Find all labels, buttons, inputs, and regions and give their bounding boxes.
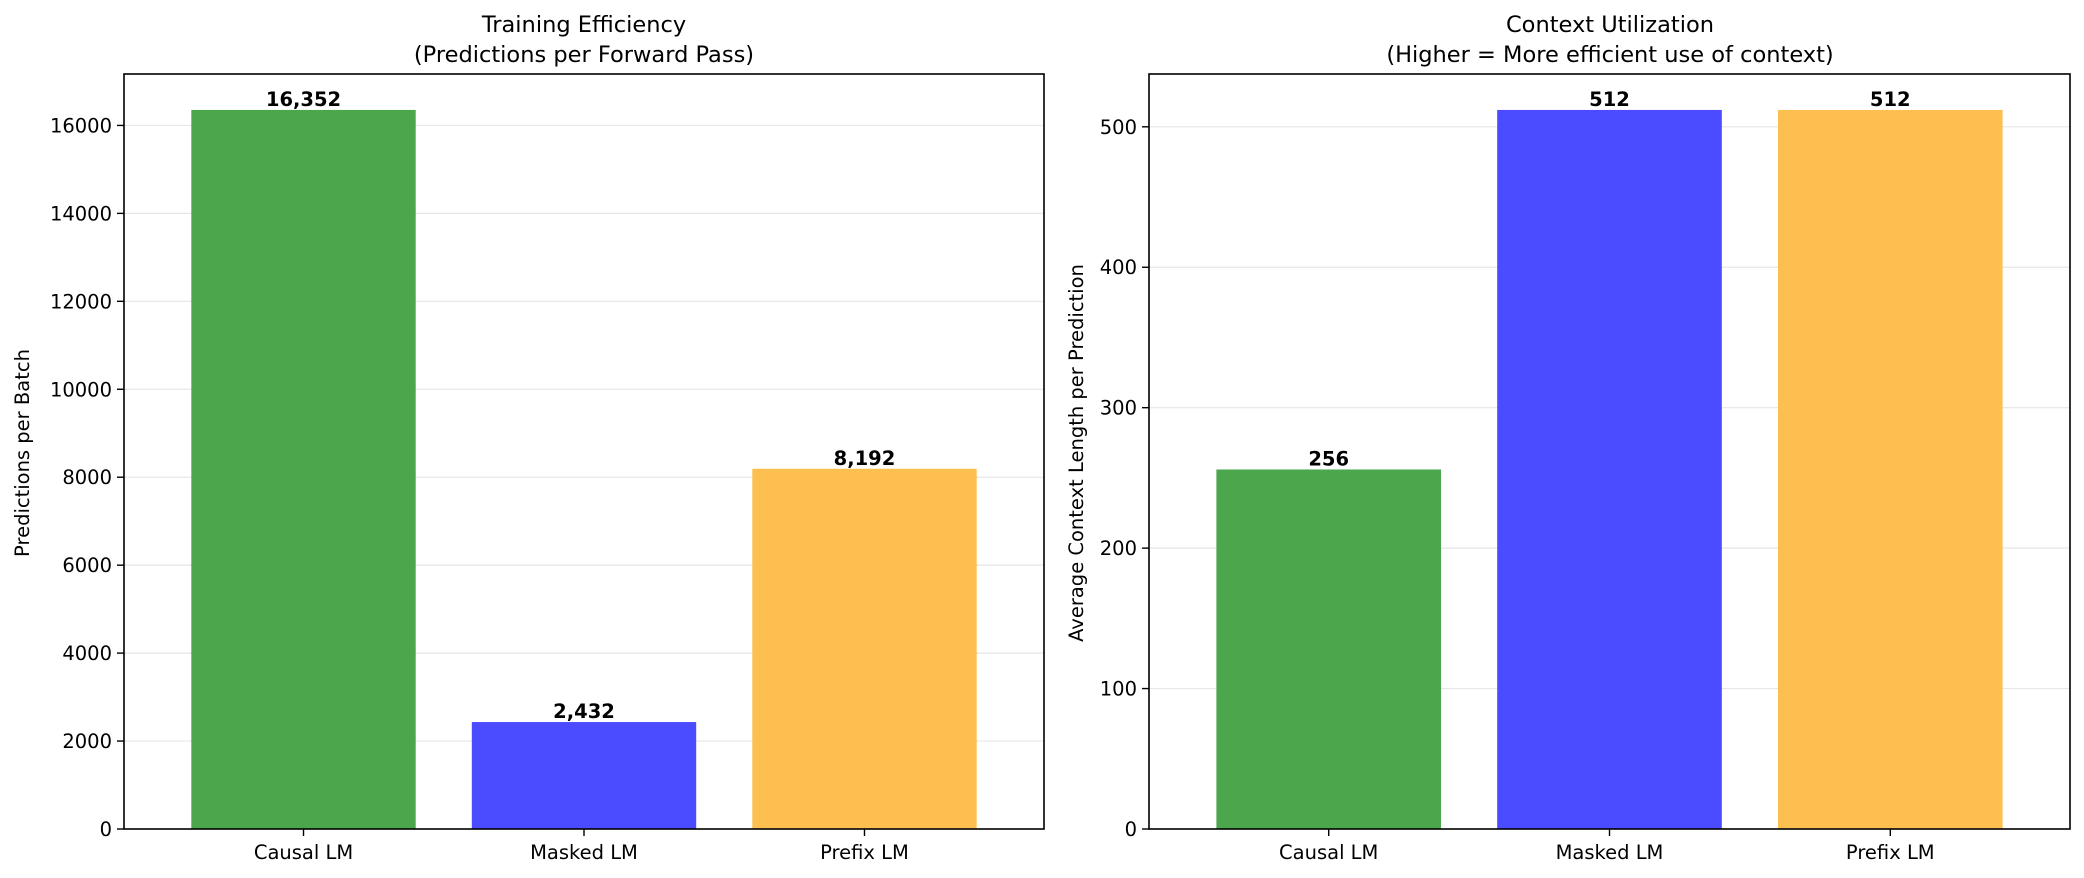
x-tick-label: Masked LM bbox=[530, 841, 638, 864]
bar-labels: 256 512 512 bbox=[1308, 88, 1910, 471]
y-tick-label: 10000 bbox=[50, 378, 112, 401]
bar-masked-lm bbox=[1497, 109, 1722, 829]
bar-value-label: 8,192 bbox=[834, 447, 896, 470]
y-tick-label: 4000 bbox=[62, 642, 112, 665]
x-tick-label: Masked LM bbox=[1556, 841, 1664, 864]
y-tick-label: 6000 bbox=[62, 554, 112, 577]
y-tick-label: 400 bbox=[1100, 256, 1137, 279]
bar-causal-lm bbox=[1216, 469, 1442, 829]
y-axis-ticks: 0 2000 4000 6000 8000 10000 12000 14000 16000 bbox=[50, 114, 124, 841]
x-axis-ticks: Causal LM Masked LM Prefix LM bbox=[254, 829, 909, 864]
y-tick-label: 12000 bbox=[50, 290, 112, 313]
x-axis-ticks: Causal LM Masked LM Prefix LM bbox=[1279, 829, 1935, 864]
bar-prefix-lm bbox=[752, 468, 977, 829]
y-axis-label: Predictions per Batch bbox=[11, 349, 34, 557]
bar-value-label: 512 bbox=[1870, 88, 1911, 111]
y-tick-label: 2000 bbox=[62, 730, 112, 753]
y-tick-label: 0 bbox=[1125, 818, 1137, 841]
y-tick-label: 0 bbox=[100, 818, 112, 841]
y-tick-label: 14000 bbox=[50, 202, 112, 225]
y-axis-ticks: 0 100 200 300 400 500 bbox=[1100, 116, 1149, 841]
chart-training-efficiency: Training Efficiency (Predictions per For… bbox=[11, 12, 1045, 864]
bars bbox=[1216, 109, 2003, 829]
x-tick-label: Causal LM bbox=[1279, 841, 1378, 864]
bar-masked-lm bbox=[471, 722, 697, 829]
y-axis-label: Average Context Length per Prediction bbox=[1065, 264, 1088, 642]
y-tick-label: 500 bbox=[1100, 116, 1137, 139]
bar-causal-lm bbox=[191, 109, 416, 829]
chart-title: Context Utilization bbox=[1506, 12, 1714, 38]
y-tick-label: 100 bbox=[1100, 678, 1137, 701]
bar-value-label: 512 bbox=[1589, 88, 1630, 111]
bar-value-label: 2,432 bbox=[553, 700, 615, 723]
chart-subtitle: (Predictions per Forward Pass) bbox=[414, 42, 754, 68]
chart-context-utilization: Context Utilization (Higher = More effic… bbox=[1065, 12, 2071, 864]
bar-value-label: 16,352 bbox=[266, 88, 341, 111]
chart-subtitle: (Higher = More efficient use of context) bbox=[1386, 42, 1833, 68]
y-tick-label: 8000 bbox=[62, 466, 112, 489]
y-tick-label: 200 bbox=[1100, 537, 1137, 560]
y-tick-label: 16000 bbox=[50, 114, 112, 137]
x-tick-label: Causal LM bbox=[254, 841, 353, 864]
x-tick-label: Prefix LM bbox=[1846, 841, 1935, 864]
x-tick-label: Prefix LM bbox=[820, 841, 909, 864]
bar-value-label: 256 bbox=[1308, 447, 1349, 470]
y-tick-label: 300 bbox=[1100, 397, 1137, 420]
bar-prefix-lm bbox=[1777, 109, 2003, 829]
bar-labels: 16,352 2,432 8,192 bbox=[266, 88, 895, 723]
bars bbox=[191, 109, 977, 829]
chart-title: Training Efficiency bbox=[481, 12, 686, 38]
